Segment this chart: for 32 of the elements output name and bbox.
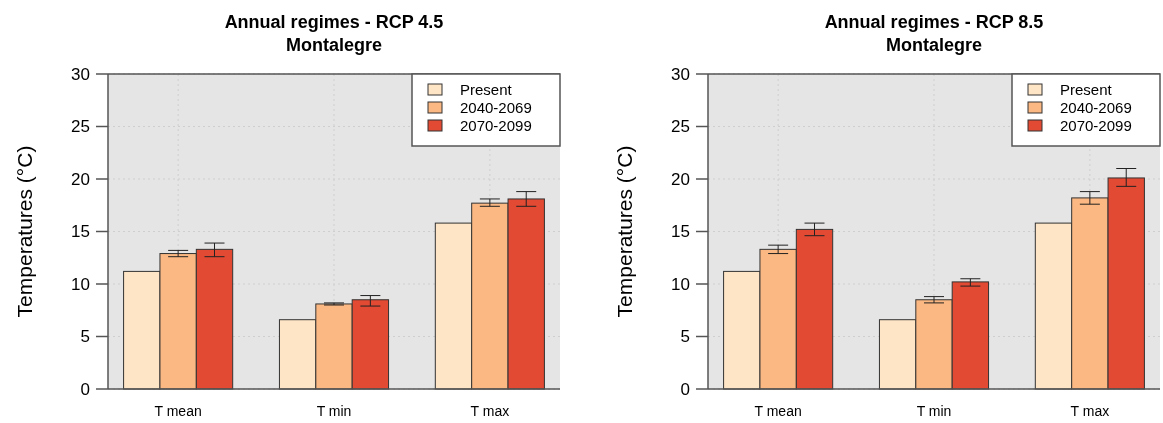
- y-tick-label: 30: [671, 64, 690, 84]
- chart-subtitle: Montalegre: [285, 35, 383, 55]
- y-tick-label: 0: [80, 379, 90, 399]
- legend-label: 2070-2099: [1060, 117, 1132, 135]
- legend-label: Present: [460, 81, 513, 99]
- legend-label: 2040-2069: [1060, 99, 1132, 117]
- x-tick-label: T max: [1070, 403, 1110, 419]
- x-tick-label: T mean: [754, 403, 802, 419]
- y-tick-label: 20: [671, 169, 690, 189]
- legend-label: 2070-2099: [460, 117, 532, 135]
- x-tick-label: T min: [316, 403, 352, 419]
- x-tick-label: T min: [916, 403, 952, 419]
- legend-label: 2040-2069: [460, 99, 532, 117]
- chart-title: Annual regimes - RCP 4.5: [224, 12, 444, 32]
- y-tick-label: 10: [671, 274, 690, 294]
- y-tick-label: 10: [71, 274, 90, 294]
- y-tick-label: 15: [71, 222, 90, 242]
- y-tick-label: 25: [671, 117, 690, 137]
- legend-label: Present: [1060, 81, 1113, 99]
- y-tick-label: 5: [80, 327, 90, 347]
- y-tick-label: 15: [671, 222, 690, 242]
- y-tick-label: 25: [71, 117, 90, 137]
- chart-subtitle: Montalegre: [885, 35, 983, 55]
- y-tick-label: 5: [680, 327, 690, 347]
- y-axis-title: Temperatures (°C): [13, 145, 36, 318]
- y-tick-label: 0: [680, 379, 690, 399]
- chart-title: Annual regimes - RCP 8.5: [824, 12, 1044, 32]
- y-tick-label: 20: [71, 169, 90, 189]
- x-tick-label: T max: [470, 403, 510, 419]
- y-tick-label: 30: [71, 64, 90, 84]
- x-tick-label: T mean: [154, 403, 202, 419]
- y-axis-title: Temperatures (°C): [613, 145, 636, 318]
